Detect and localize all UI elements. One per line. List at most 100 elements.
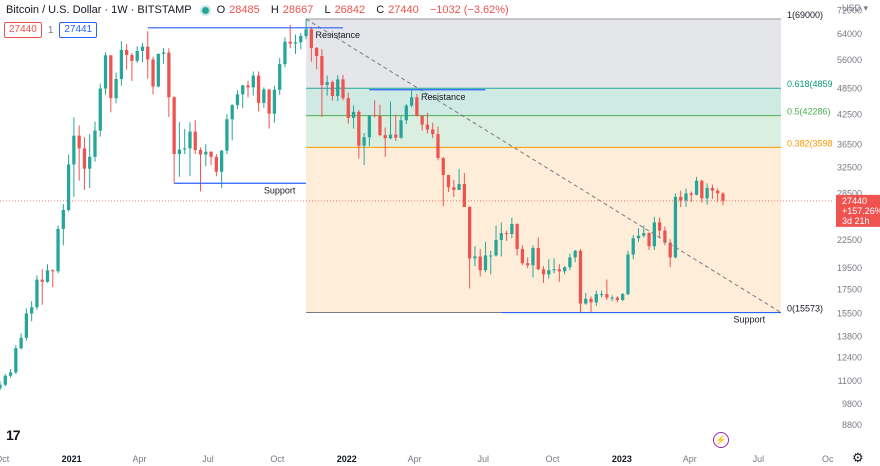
price-tick-label: 11000 [838, 376, 862, 386]
symbol-title[interactable]: Bitcoin / U.S. Dollar · 1W · BITSTAMP [6, 4, 192, 16]
ohlc-values: O 28485 H 28667 L 26842 C 27440 −1032 (−3.62… [217, 4, 513, 16]
fib-zone [306, 115, 781, 148]
fib-level-label: 0.618(48591) [787, 79, 841, 89]
trade-buttons: 27440 1 27441 [4, 22, 98, 38]
price-tick-label: 64000 [837, 29, 862, 39]
price-tick-label: 9800 [842, 399, 862, 409]
candle-body [299, 36, 303, 43]
candle [51, 269, 55, 288]
candle-body [457, 183, 461, 190]
gear-icon[interactable]: ⚙ [852, 450, 864, 465]
candle [35, 275, 39, 310]
candle-body [325, 82, 329, 85]
candle [40, 269, 44, 305]
candle [8, 368, 13, 378]
candle-body [177, 149, 182, 155]
level-label: Resistance [421, 92, 466, 102]
candle-body [3, 375, 7, 385]
candle [589, 296, 593, 313]
candle-body [351, 111, 356, 118]
candle-body [256, 75, 261, 103]
buy-button[interactable]: 27441 [59, 22, 98, 38]
candle [425, 112, 430, 134]
level-label: Support [264, 185, 296, 195]
candle [499, 222, 503, 257]
candle [700, 180, 704, 203]
time-tick-label: 2023 [612, 454, 632, 464]
candle [536, 237, 540, 271]
candle-body [140, 46, 145, 51]
price-tick-label: 36500 [837, 140, 862, 150]
candle-body [251, 75, 255, 88]
candle [330, 80, 335, 101]
candle-body [436, 134, 440, 159]
candle [309, 26, 313, 62]
candle [631, 234, 635, 260]
candle [468, 206, 472, 289]
candle [103, 52, 108, 95]
price-tick-label: 13800 [837, 331, 862, 341]
candle-body [526, 263, 530, 266]
candle [394, 114, 398, 141]
candle-body [204, 151, 208, 155]
candle [705, 183, 709, 205]
candle [93, 121, 97, 162]
price-tick-label: 28500 [837, 188, 862, 198]
candle [510, 217, 514, 239]
candle [304, 19, 308, 40]
sell-button[interactable]: 27440 [4, 22, 42, 38]
candle-body [225, 119, 229, 151]
fib-retracement: 1(69000) 0.618(48591) 0.5(42286) 0.382(3598… [306, 10, 841, 314]
open-label: O [216, 4, 226, 16]
candle-body [288, 41, 292, 44]
candle-body [314, 47, 319, 57]
candle [547, 259, 551, 279]
candle [299, 32, 303, 50]
candle-body [705, 187, 709, 199]
candle [341, 74, 345, 101]
candle [420, 115, 424, 131]
candle [109, 55, 113, 113]
candle-body [568, 257, 572, 268]
candle-body [383, 135, 387, 139]
candle-body [547, 270, 551, 275]
candle [504, 230, 509, 241]
candle [578, 248, 583, 313]
candle-body [626, 254, 630, 295]
low-label: L [324, 4, 331, 16]
candle-body [394, 134, 398, 138]
price-tick-label: 12400 [837, 352, 862, 362]
fib-zone [306, 88, 781, 116]
candle-body [373, 115, 377, 117]
lightning-icon[interactable]: ⚡ [713, 432, 729, 448]
open-value: 28485 [229, 4, 260, 16]
candle-body [483, 255, 488, 271]
candle [610, 295, 614, 302]
candle [716, 188, 720, 202]
candle [45, 264, 50, 283]
price-tick-label: 48500 [837, 84, 862, 94]
candle-body [125, 49, 129, 56]
candle [404, 104, 408, 125]
time-tick-label: Oct [546, 454, 561, 464]
candle-body [156, 53, 160, 87]
candle-body [151, 59, 155, 87]
candle [114, 72, 118, 104]
candle [626, 250, 630, 296]
candle-body [0, 384, 2, 389]
candle-body [615, 297, 620, 300]
candle-body [61, 209, 65, 229]
candle-body [109, 55, 113, 99]
candle [568, 253, 572, 271]
candle-body [631, 238, 635, 255]
candle [125, 43, 129, 70]
tradingview-logo-icon[interactable]: 17 [6, 427, 21, 443]
time-tick-label: Apr [132, 454, 146, 464]
candle-body [700, 180, 704, 199]
time-tick-label: Apr [408, 454, 422, 464]
candle-body [647, 233, 651, 247]
currency-selector[interactable]: USD ▾ [842, 3, 869, 13]
candle-body [24, 313, 29, 338]
candle-body [8, 372, 13, 376]
